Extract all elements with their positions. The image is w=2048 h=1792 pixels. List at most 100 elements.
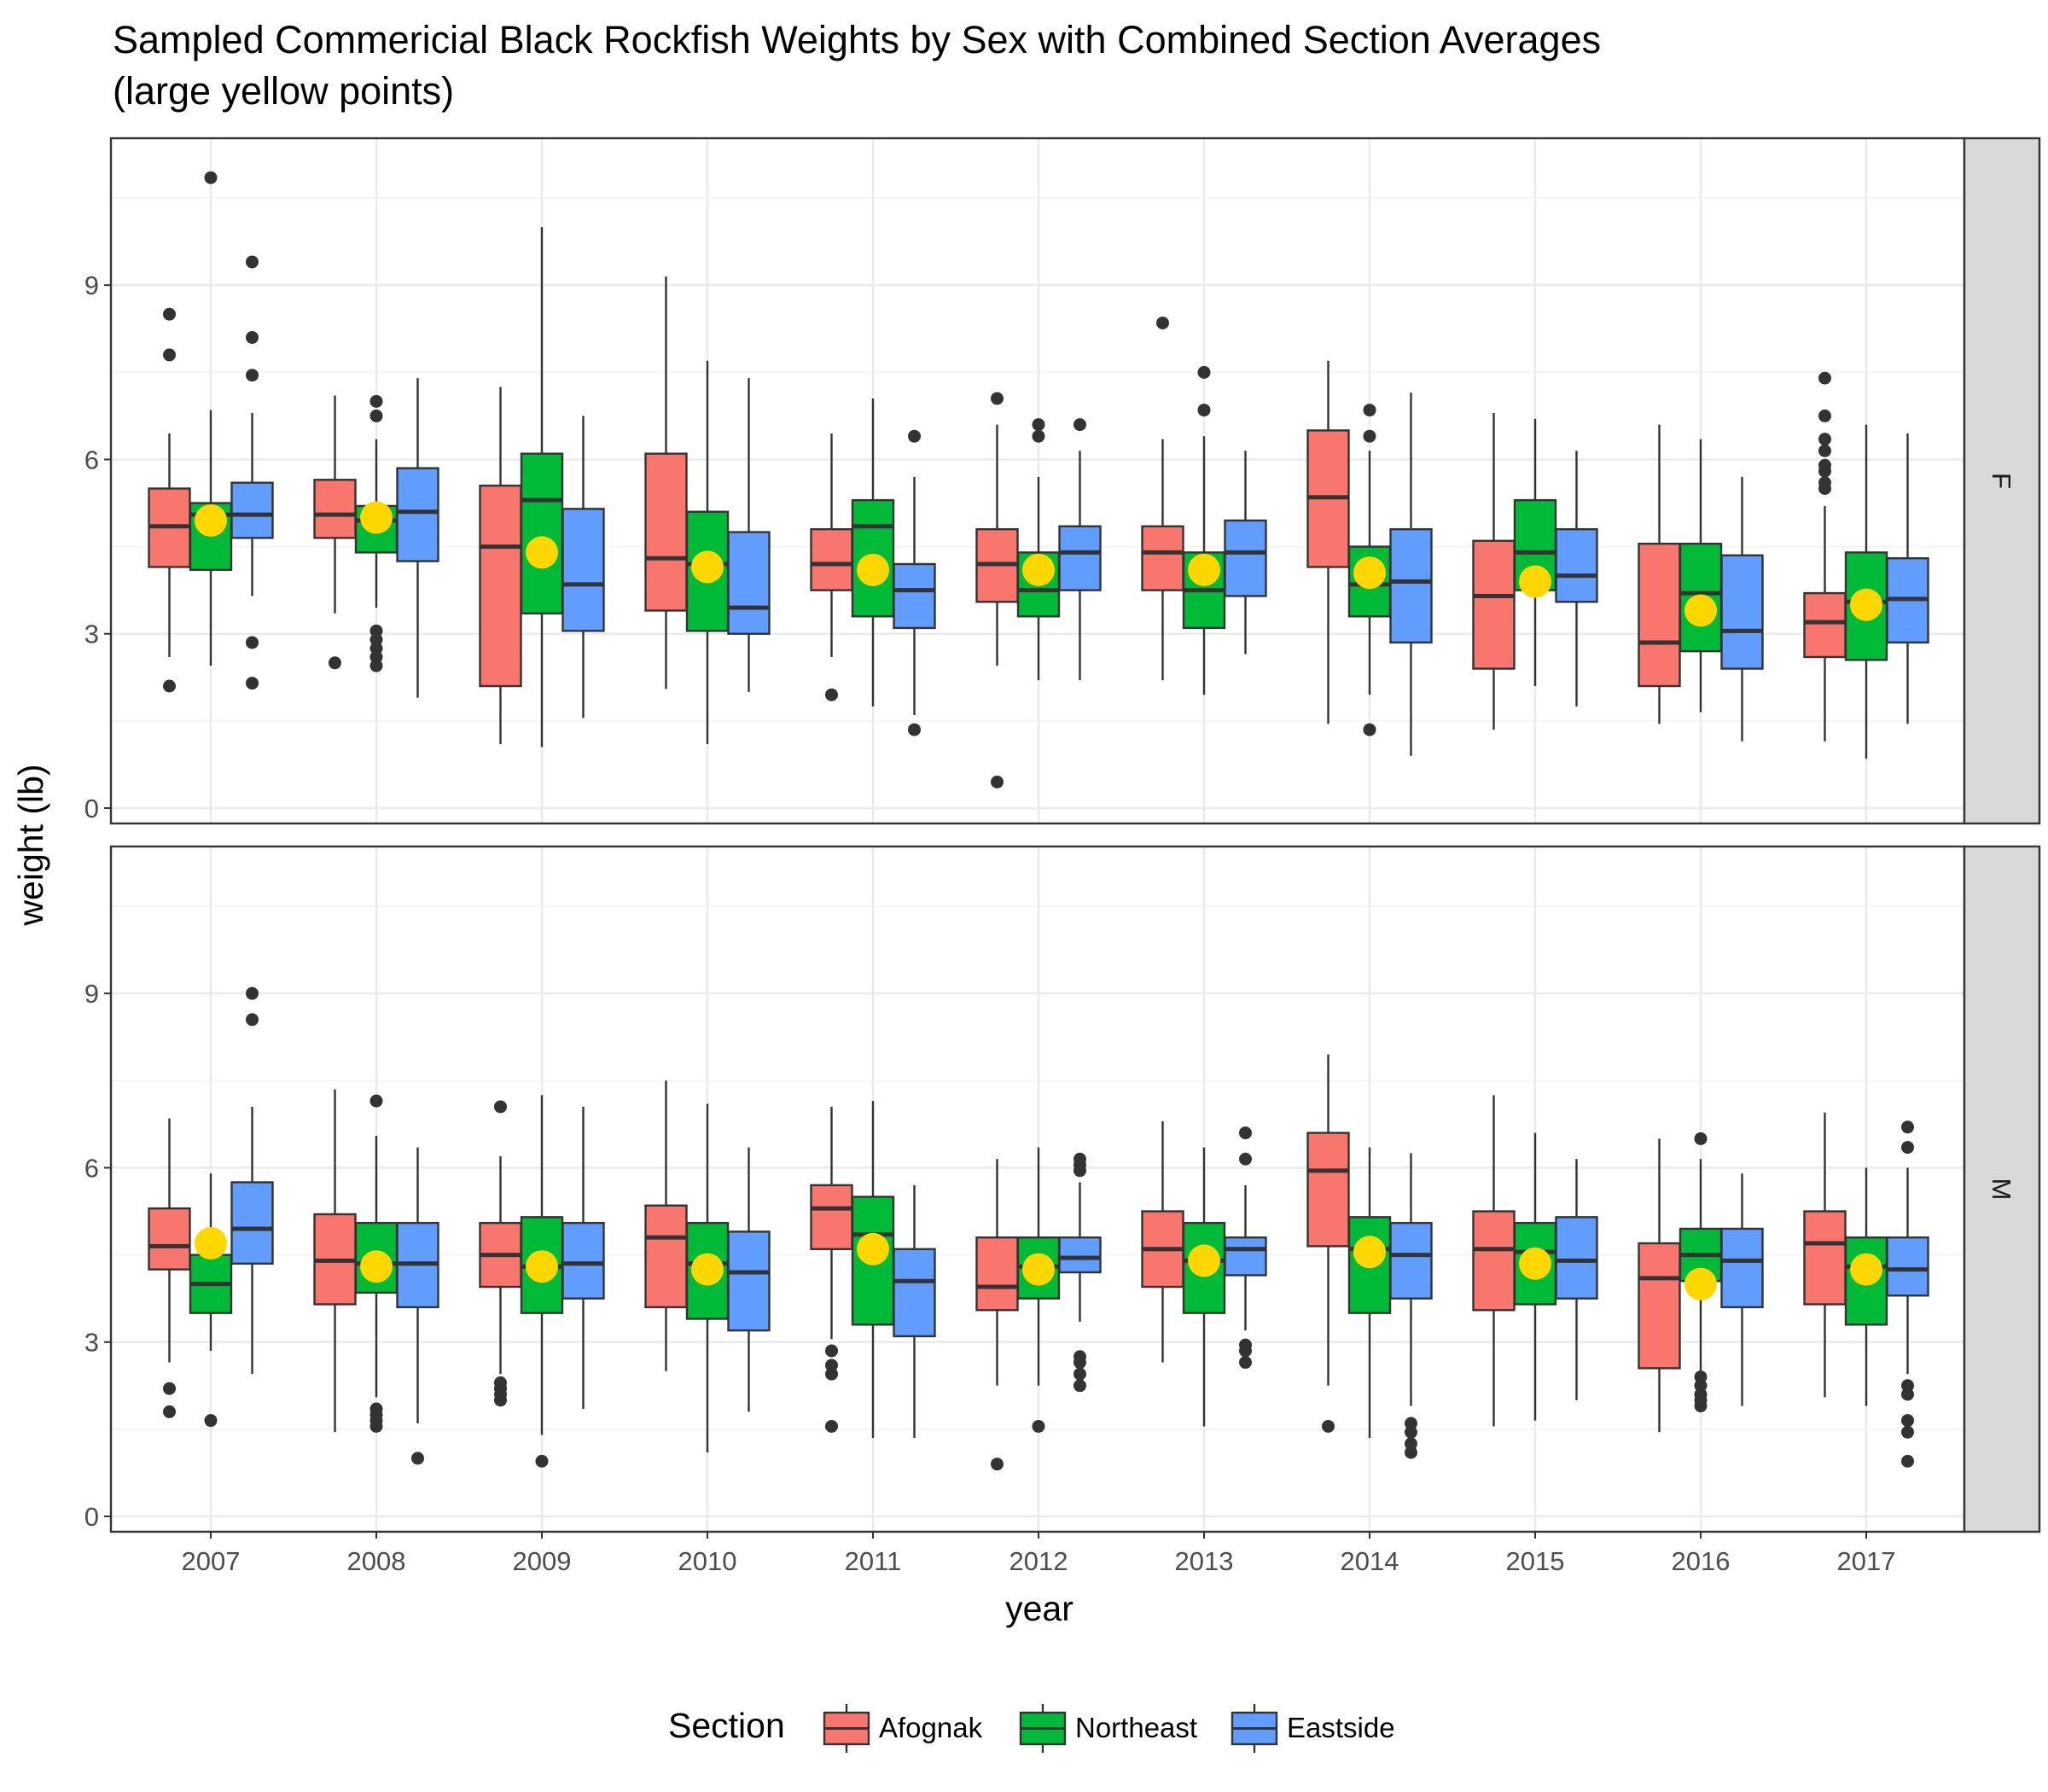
box-iqr xyxy=(893,562,936,630)
box-eastside-2012-F xyxy=(1058,418,1102,681)
x-tick-label: 2016 xyxy=(1672,1546,1731,1576)
outlier-point xyxy=(246,1013,259,1027)
outlier-point xyxy=(1363,404,1376,417)
box-eastside-2015-F xyxy=(1555,451,1598,707)
box-eastside-2011-F xyxy=(893,429,936,736)
box-eastside-2016-F xyxy=(1720,476,1764,742)
outlier-point xyxy=(1818,371,1831,385)
legend-label-afognak: Afognak xyxy=(879,1712,983,1743)
box-iqr xyxy=(230,481,274,539)
outlier-point xyxy=(1239,1152,1252,1166)
outlier-point xyxy=(1073,1367,1086,1381)
outlier-point xyxy=(1818,444,1831,457)
outlier-point xyxy=(369,1402,383,1416)
legend-title: Section xyxy=(668,1706,785,1745)
outlier-point xyxy=(1405,1417,1417,1430)
y-tick-label: 6 xyxy=(84,445,99,474)
box-iqr xyxy=(810,527,853,591)
box-afognak-2016-M xyxy=(1638,1138,1681,1433)
box-iqr xyxy=(1720,554,1764,670)
x-tick-label: 2013 xyxy=(1175,1546,1234,1576)
box-afognak-2011-F xyxy=(810,433,853,701)
mean-point-2016-M xyxy=(1684,1267,1717,1300)
outlier-point xyxy=(246,986,259,1000)
outlier-point xyxy=(1073,1350,1086,1364)
legend-label-northeast: Northeast xyxy=(1075,1712,1197,1743)
box-iqr xyxy=(1555,1216,1598,1300)
outlier-point xyxy=(329,656,341,670)
mean-point-2007-F xyxy=(195,503,227,537)
y-tick-label: 3 xyxy=(84,620,99,649)
x-tick-label: 2011 xyxy=(845,1546,902,1576)
box-eastside-2016-M xyxy=(1720,1173,1764,1406)
outlier-point xyxy=(825,1359,838,1372)
outlier-point xyxy=(825,1419,838,1433)
legend-key-afognak xyxy=(823,1704,870,1753)
mean-point-2014-F xyxy=(1353,556,1386,590)
outlier-point xyxy=(1694,1370,1708,1384)
outlier-point xyxy=(825,1344,838,1358)
box-iqr xyxy=(313,479,357,539)
box-afognak-2014-F xyxy=(1306,360,1350,724)
outlier-point xyxy=(1073,418,1086,432)
facet-strip-label: M xyxy=(1987,1178,2016,1201)
box-afognak-2012-F xyxy=(975,392,1019,788)
outlier-point xyxy=(1901,1454,1914,1468)
y-tick-label: 0 xyxy=(84,1502,99,1532)
facet-strip xyxy=(1963,137,2041,825)
outlier-point xyxy=(1901,1120,1914,1134)
box-iqr xyxy=(561,1221,605,1300)
box-eastside-2015-M xyxy=(1555,1159,1598,1400)
mean-point-2017-F xyxy=(1850,588,1882,621)
box-eastside-2009-F xyxy=(561,416,605,719)
outlier-point xyxy=(1032,1419,1045,1433)
box-afognak-2007-F xyxy=(148,307,191,693)
mean-point-2015-M xyxy=(1519,1247,1551,1280)
y-tick-label: 6 xyxy=(84,1153,99,1183)
box-eastside-2013-F xyxy=(1224,451,1267,655)
box-iqr xyxy=(1058,525,1102,591)
outlier-point xyxy=(494,1100,507,1114)
outlier-point xyxy=(163,307,176,321)
box-iqr xyxy=(1638,1242,1681,1370)
x-axis: 2007 2008 2009 2010 2011 2012 2013 2014 2015 2016… xyxy=(182,1532,1895,1576)
outlier-point xyxy=(1363,429,1376,443)
box-afognak-2012-M xyxy=(975,1159,1019,1471)
box-iqr xyxy=(1141,525,1184,591)
legend-key-northeast xyxy=(1019,1704,1067,1753)
box-afognak-2008-M xyxy=(313,1089,357,1433)
box-iqr xyxy=(893,1248,936,1338)
x-tick-label: 2008 xyxy=(347,1546,406,1576)
box-afognak-2017-M xyxy=(1803,1112,1847,1398)
outlier-point xyxy=(1239,1356,1252,1370)
box-iqr xyxy=(1803,1210,1847,1306)
legend: Section Afognak Northeast Eastside xyxy=(668,1704,1395,1753)
box-iqr xyxy=(1389,1221,1433,1300)
outlier-point xyxy=(369,624,383,637)
mean-point-2016-F xyxy=(1684,594,1717,627)
outlier-point xyxy=(369,1094,383,1108)
outlier-point xyxy=(1363,723,1376,736)
box-eastside-2010-M xyxy=(727,1147,771,1412)
box-iqr xyxy=(1472,539,1516,670)
box-iqr xyxy=(1306,1132,1350,1248)
outlier-point xyxy=(991,775,1004,788)
outlier-point xyxy=(1073,1379,1086,1393)
box-iqr xyxy=(644,452,688,612)
box-afognak-2009-F xyxy=(479,387,522,745)
outlier-point xyxy=(1818,458,1831,472)
x-axis-title: year xyxy=(1005,1589,1073,1628)
box-eastside-2009-M xyxy=(561,1106,605,1410)
box-iqr xyxy=(1803,591,1847,659)
facet-panel-F: 0 3 6 9 F xyxy=(84,137,2041,825)
box-iqr xyxy=(520,452,564,615)
outlier-point xyxy=(825,688,838,701)
y-tick-label: 9 xyxy=(84,271,99,300)
box-afognak-2015-F xyxy=(1472,412,1516,730)
y-tick-label: 9 xyxy=(84,979,99,1009)
outlier-point xyxy=(204,1414,218,1428)
box-eastside-2007-M xyxy=(230,986,274,1375)
y-tick-label: 0 xyxy=(84,794,99,823)
outlier-point xyxy=(1322,1419,1335,1433)
outlier-point xyxy=(991,392,1004,405)
